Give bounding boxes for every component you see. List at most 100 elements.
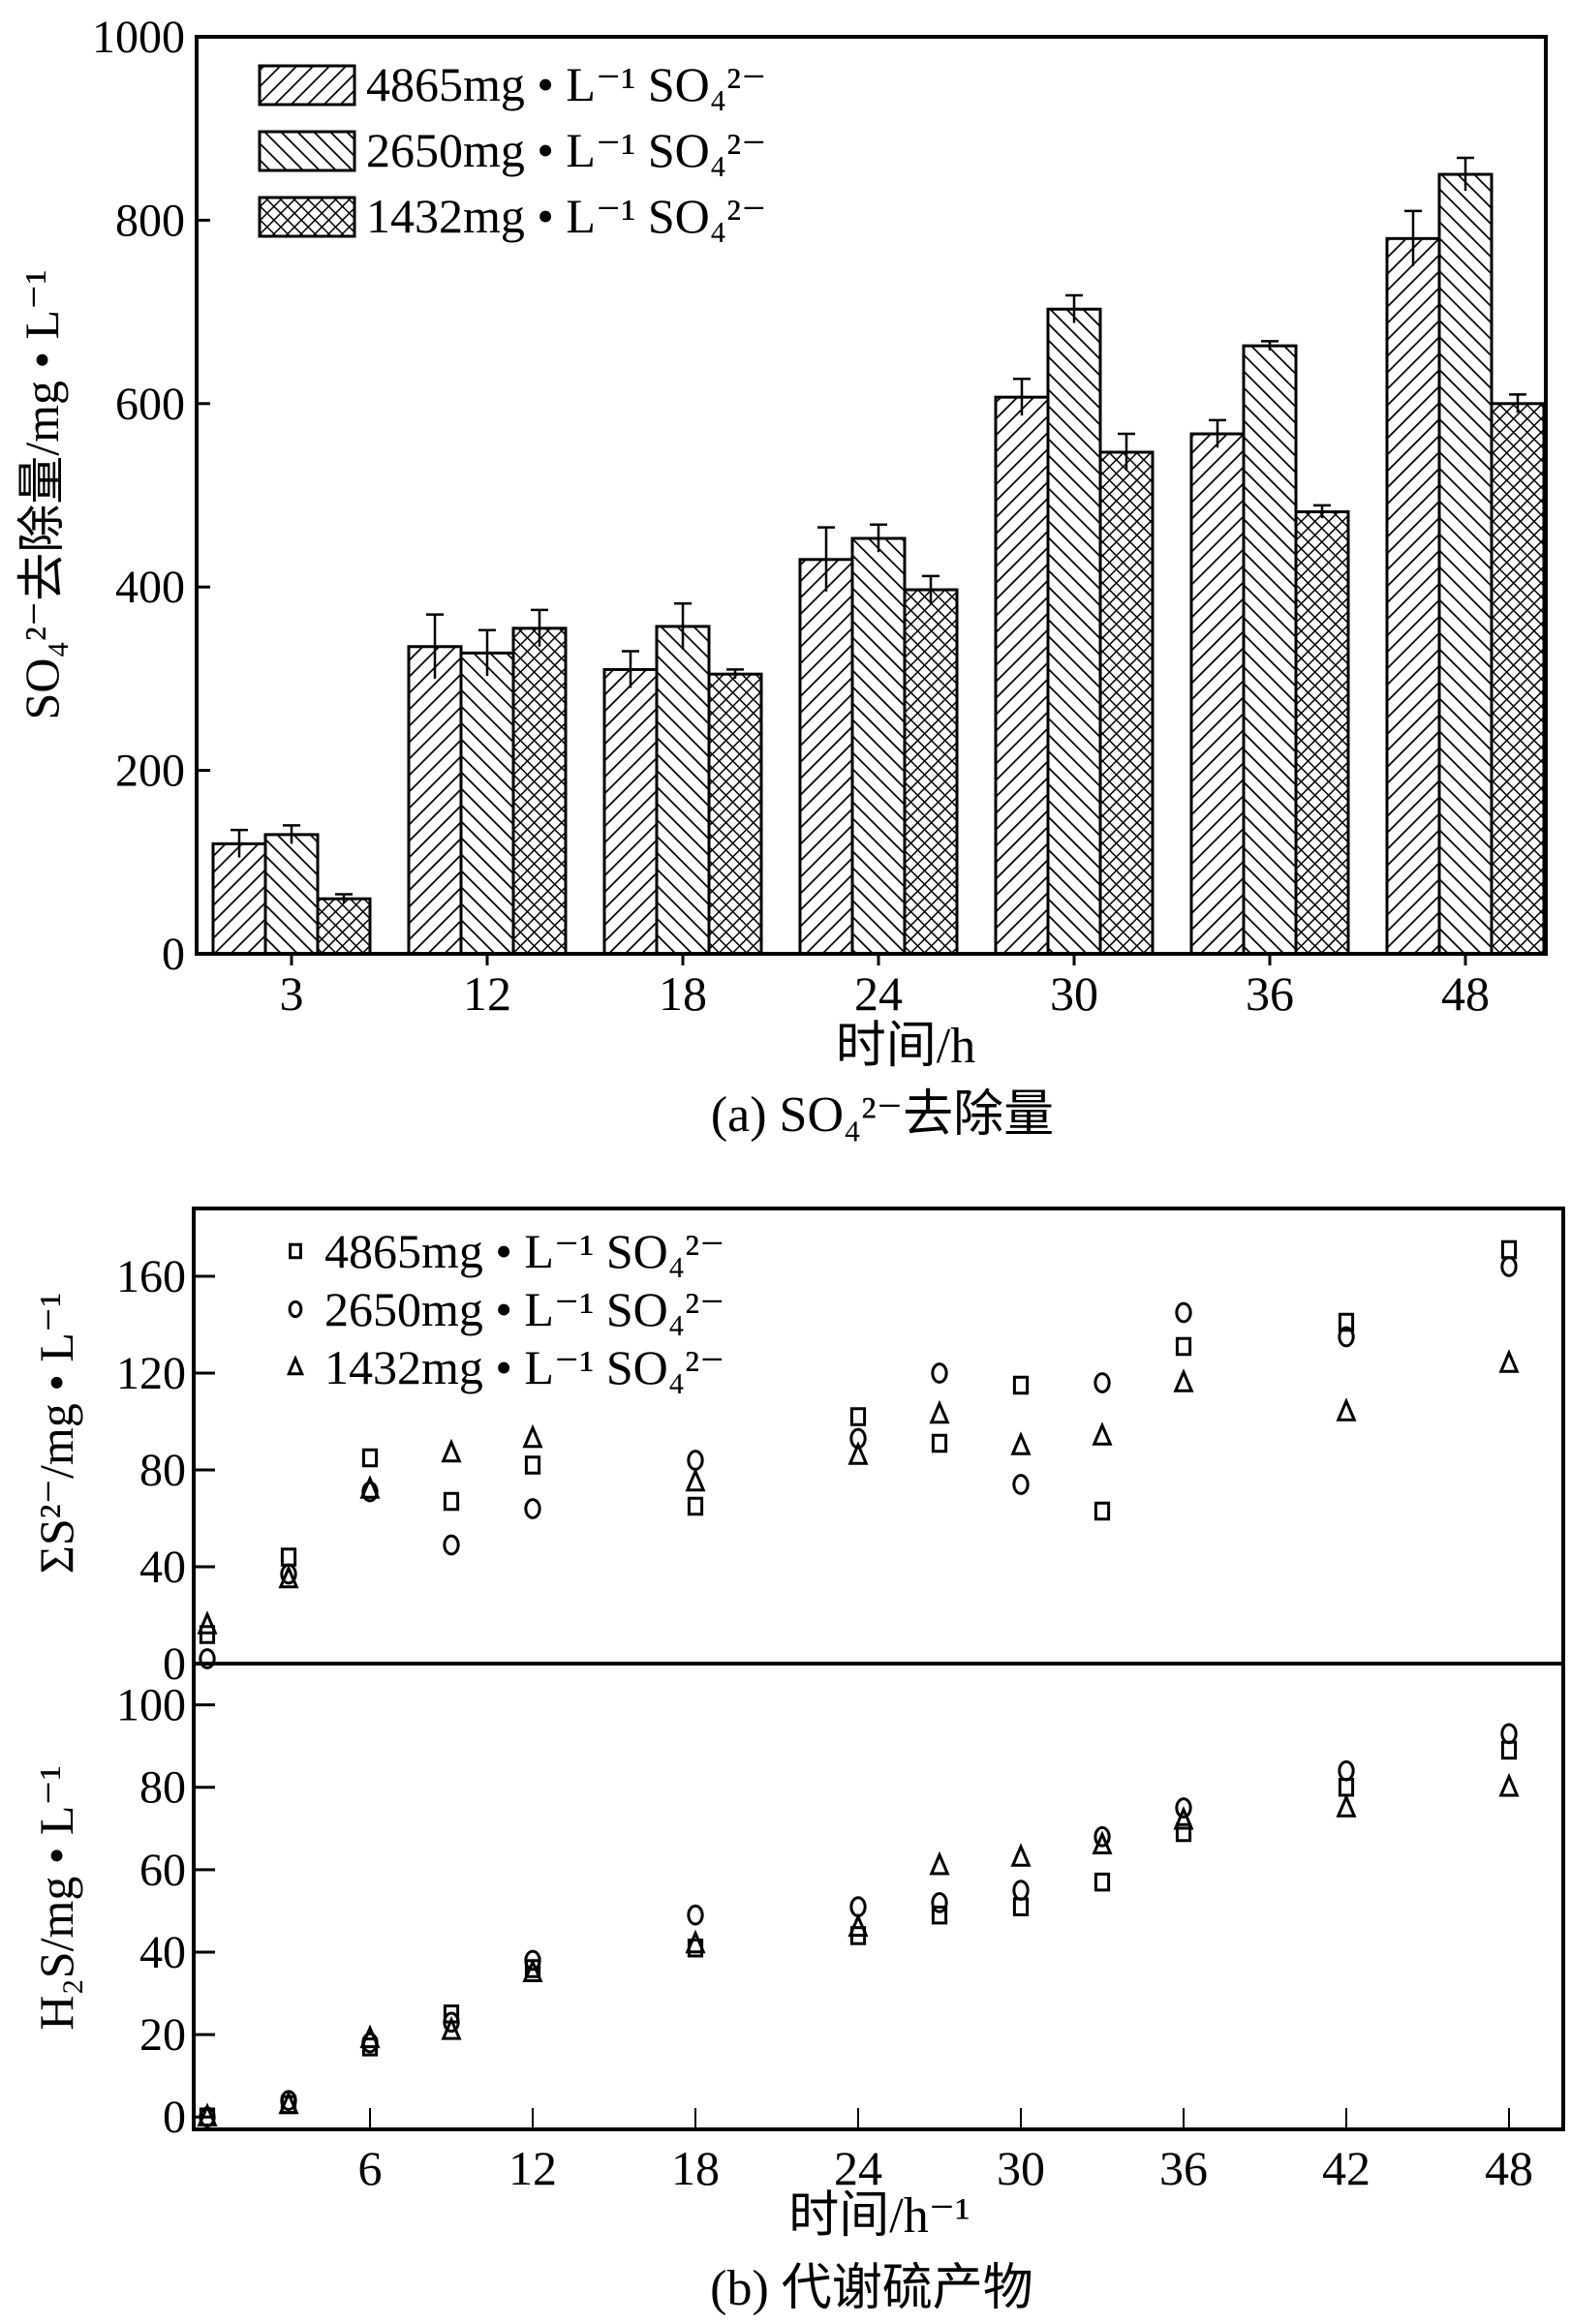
scatter-h2s-xlabel: 时间/h⁻¹: [788, 2188, 970, 2244]
x-tick-label-12: 12: [508, 2141, 557, 2195]
bar-0-30: [994, 395, 1050, 956]
point-triangle-33: [1092, 1422, 1113, 1446]
point-square-6: [361, 1448, 379, 1468]
point-square-33: [1094, 1501, 1111, 1521]
point-triangle-27: [929, 1399, 950, 1424]
y-tick-label-400: 400: [115, 562, 185, 613]
bar-chart-caption: (a) SO₄²⁻去除量: [711, 1087, 1054, 1143]
point-triangle-42: [1336, 1397, 1357, 1422]
scatter-caption: (b) 代谢硫产物: [710, 2261, 1033, 2316]
scatter-chart-total-sulfide: 0 40 80 120 160 4865mg • L⁻¹ SO₄²⁻2650mg • L⁻…: [116, 1207, 1565, 1690]
point-triangle-3: [278, 1564, 299, 1589]
scatter-chart-h2s: 0 20 40 60 80 100 6 12 18 24 30 36 42 48: [116, 1662, 1565, 2195]
point-square-12: [524, 1455, 541, 1475]
bar-0-48: [1385, 236, 1441, 956]
x-tick-label-12: 12: [463, 966, 511, 1021]
legend-label-2: 1432mg • L⁻¹ SO₄²⁻: [366, 189, 767, 243]
point-square-48: [1500, 1239, 1518, 1260]
y-tick-label-0: 0: [162, 929, 185, 980]
y-tick-label-60: 60: [139, 1845, 186, 1896]
point-triangle-12: [522, 1958, 543, 1982]
legend-marker-1: [288, 1300, 303, 1319]
point-circle-9: [443, 1534, 460, 1556]
y-tick-label-40: 40: [139, 1542, 186, 1593]
point-triangle-36: [1173, 1368, 1194, 1392]
point-circle-27: [931, 1362, 948, 1384]
point-triangle-27: [929, 1850, 950, 1876]
point-circle-9: [443, 2011, 460, 2034]
point-circle-0: [199, 1648, 216, 1669]
bar-1-24: [850, 536, 907, 956]
bar-2-12: [511, 627, 568, 956]
x-tick-label-30: 30: [1050, 966, 1098, 1021]
bar-1-3: [263, 833, 320, 956]
y-tick-label-800: 800: [115, 195, 185, 246]
point-circle-48: [1500, 1256, 1518, 1277]
point-circle-48: [1500, 1723, 1518, 1745]
point-square-27: [931, 1905, 948, 1925]
bar-1-36: [1242, 344, 1298, 956]
point-square-0: [199, 1625, 216, 1644]
point-square-42: [1338, 1312, 1355, 1332]
legend-marker-0: [289, 1242, 302, 1260]
y-tick-label-160: 160: [116, 1251, 186, 1302]
x-tick-label-48: 48: [1441, 966, 1490, 1021]
point-triangle-9: [441, 1438, 462, 1463]
bar-1-18: [655, 625, 711, 956]
point-square-30: [1012, 1897, 1030, 1916]
point-square-48: [1500, 1740, 1518, 1760]
point-triangle-24: [847, 1912, 869, 1938]
point-triangle-3: [278, 2090, 299, 2115]
point-triangle-24: [847, 1441, 869, 1465]
point-circle-33: [1094, 1372, 1111, 1393]
point-square-30: [1012, 1375, 1030, 1395]
legend-swatch-2: [258, 196, 356, 238]
x-tick-label-18: 18: [671, 2141, 720, 2195]
y-tick-label-80: 80: [139, 1445, 186, 1496]
bar-0-12: [407, 645, 463, 956]
legend-label-0: 4865mg • L⁻¹ SO₄²⁻: [366, 57, 767, 111]
point-triangle-48: [1498, 1349, 1520, 1373]
legend-label-1: 2650mg • L⁻¹ SO₄²⁻: [324, 1282, 725, 1336]
point-circle-12: [524, 1949, 541, 1972]
bar-chart-ylabel: SO₄²⁻去除量/mg • L⁻¹: [15, 270, 69, 720]
point-square-3: [280, 1547, 297, 1567]
point-square-42: [1338, 1777, 1355, 1797]
point-triangle-18: [685, 1467, 706, 1492]
x-tick-label-24: 24: [834, 2141, 882, 2195]
point-triangle-36: [1173, 1805, 1194, 1830]
point-triangle-48: [1498, 1772, 1520, 1797]
point-square-33: [1094, 1872, 1111, 1892]
scatter-h2s-ylabel: H₂S/mg • L⁻¹: [29, 1765, 83, 2031]
bar-chart-xlabel: 时间/h: [836, 1019, 975, 1074]
point-circle-42: [1338, 1326, 1355, 1348]
legend-marker-2: [286, 1355, 305, 1376]
bar-0-3: [211, 841, 267, 956]
point-triangle-30: [1010, 1431, 1032, 1455]
y-tick-label-100: 100: [116, 1680, 186, 1731]
point-circle-12: [524, 1498, 541, 1519]
bar-chart-sulfate-removal: 3 12 18 24 30 36 48 0 200 400 600 800 1000 4865mg • L…: [92, 12, 1548, 1021]
y-tick-label-40: 40: [139, 1927, 186, 1978]
point-square-36: [1175, 1822, 1192, 1843]
plot-frame: [195, 35, 1548, 956]
point-triangle-12: [522, 1423, 543, 1449]
point-square-36: [1175, 1336, 1192, 1357]
legend-swatch-1: [258, 130, 356, 172]
y-tick-label-600: 600: [115, 379, 185, 430]
y-tick-label-1000: 1000: [92, 12, 185, 63]
legend-label-0: 4865mg • L⁻¹ SO₄²⁻: [324, 1224, 725, 1278]
legend-label-1: 2650mg • L⁻¹ SO₄²⁻: [366, 123, 767, 177]
point-circle-27: [931, 1892, 948, 1913]
x-tick-label-36: 36: [1159, 2141, 1208, 2195]
point-triangle-0: [197, 1610, 218, 1635]
y-tick-label-0: 0: [163, 2092, 186, 2143]
point-circle-33: [1094, 1825, 1111, 1848]
point-circle-36: [1175, 1797, 1192, 1819]
legend-swatch-0: [258, 64, 356, 107]
point-triangle-6: [359, 2024, 381, 2049]
point-triangle-6: [359, 1475, 381, 1499]
x-tick-label-18: 18: [659, 966, 707, 1021]
bar-1-12: [459, 651, 515, 956]
